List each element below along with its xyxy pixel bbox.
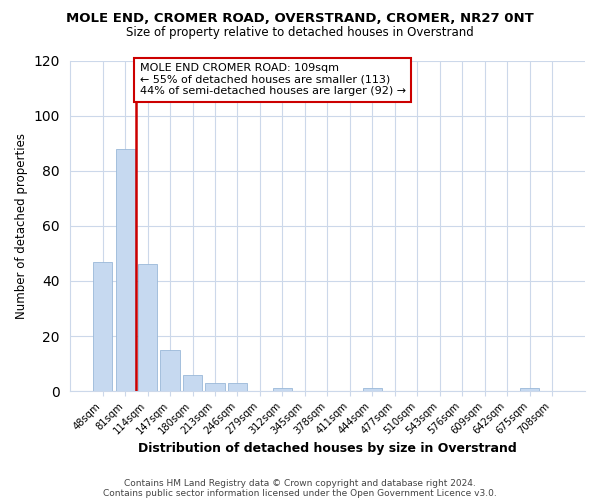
Bar — [228, 383, 247, 391]
Text: MOLE END, CROMER ROAD, OVERSTRAND, CROMER, NR27 0NT: MOLE END, CROMER ROAD, OVERSTRAND, CROME… — [66, 12, 534, 26]
Y-axis label: Number of detached properties: Number of detached properties — [15, 133, 28, 319]
Bar — [273, 388, 292, 391]
Bar — [138, 264, 157, 391]
Bar — [160, 350, 179, 391]
Text: Size of property relative to detached houses in Overstrand: Size of property relative to detached ho… — [126, 26, 474, 39]
Bar — [205, 383, 224, 391]
Bar — [520, 388, 539, 391]
Bar — [363, 388, 382, 391]
Bar — [183, 374, 202, 391]
Bar — [93, 262, 112, 391]
Bar — [116, 148, 134, 391]
Text: Contains HM Land Registry data © Crown copyright and database right 2024.: Contains HM Land Registry data © Crown c… — [124, 478, 476, 488]
Text: Contains public sector information licensed under the Open Government Licence v3: Contains public sector information licen… — [103, 488, 497, 498]
Text: MOLE END CROMER ROAD: 109sqm
← 55% of detached houses are smaller (113)
44% of s: MOLE END CROMER ROAD: 109sqm ← 55% of de… — [140, 64, 406, 96]
X-axis label: Distribution of detached houses by size in Overstrand: Distribution of detached houses by size … — [138, 442, 517, 455]
